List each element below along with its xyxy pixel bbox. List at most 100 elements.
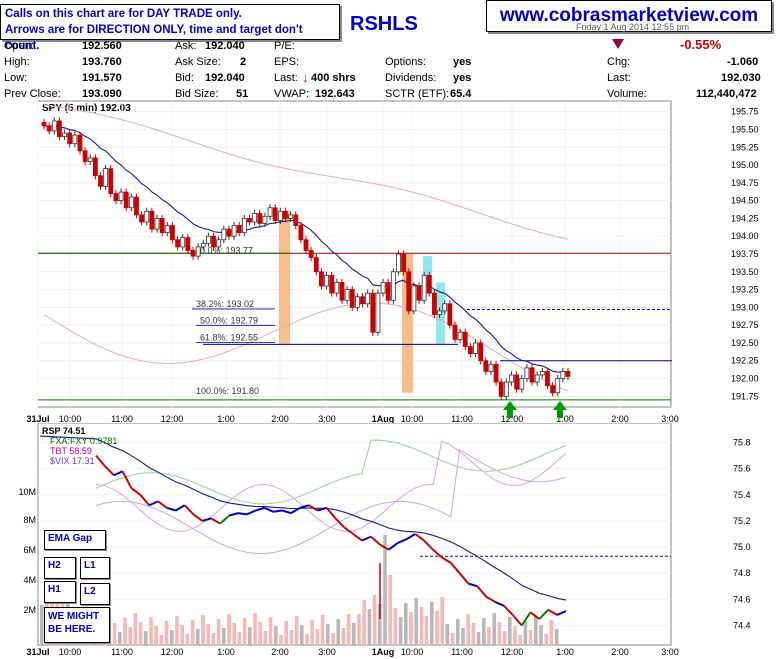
rsp-x-tick: 1Aug [372,647,395,657]
we-might-be-here-note: WE MIGHT BE HERE. [44,607,110,643]
orange-zone [402,254,413,393]
price-chart-title: SPY (5 min) 192.03 [42,103,131,114]
volume-bar [216,619,221,645]
volume-bar [331,633,335,645]
candle-body [257,213,263,224]
volume-bar [258,622,262,645]
candle-body [565,371,571,377]
volume-label: Volume: [607,88,647,100]
candle-body [416,285,422,301]
volume-bar [263,631,268,645]
day-trade-notice: Calls on this chart are for DAY TRADE on… [0,4,340,52]
volume-bar [211,633,216,645]
candle-body [67,132,73,145]
dividends-label: Dividends: [385,72,437,84]
rsp-x-tick: 10:00 [59,647,82,657]
rsp-price-segment [547,608,558,616]
percent-change: -0.55% [680,37,722,52]
ema-gap-label: EMA Gap [44,530,106,550]
volume-bar [414,598,418,645]
candle-body [452,324,458,340]
volume-tick: 10M [18,487,36,497]
volume-bar [320,615,325,645]
website-link[interactable]: www.cobrasmarketview.com [486,0,772,32]
volume-bar [123,618,127,645]
rsp-price-segment [379,543,390,551]
down-arrow-icon: ↓ [302,70,309,85]
volume-bar [388,575,392,645]
volume-bar [133,613,138,645]
candle-body [555,378,561,394]
candle-body [329,274,335,294]
candle-body [164,225,170,234]
volume-bar [164,621,169,645]
legend-tbt: TBT 58.59 [50,446,92,456]
volume-bar [274,626,278,645]
candle-body [298,225,304,241]
volume-value: 112,440,472 [696,88,757,100]
rsp-price-segment [449,562,461,574]
last2-label: Last: [607,72,631,84]
volume-bar [544,634,548,645]
candle-body [123,191,129,209]
candle-body [488,363,494,372]
volume-bar [279,635,283,645]
candle-body [437,310,442,315]
candle-body [134,196,139,216]
candle-body [108,168,114,194]
volume-bar [367,609,372,645]
candle-body [426,274,432,294]
price-y-tick: 192.00 [731,374,759,384]
candle-body [82,150,88,162]
volume-bar [445,624,450,645]
volume-bar [206,624,210,645]
rsp-price-segment [485,595,496,603]
candle-body [195,246,201,257]
volume-bar [149,617,153,645]
volume-bar [430,602,434,645]
candle-body [349,289,355,308]
fib-label: 0.0%: 193.77 [200,246,253,256]
price-x-tick: 12:00 [501,414,524,424]
rsp-x-tick: 1:00 [217,647,235,657]
price-y-tick: 193.75 [731,249,759,259]
candle-body [185,237,191,251]
rsp-x-tick: 2:00 [271,647,289,657]
volume-bar [138,622,143,645]
rsp-price-segment [432,548,443,559]
candle-body [319,271,324,287]
ask-size-value: 2 [240,56,247,68]
volume-bar [508,617,512,645]
rsp-chart: 75.8 75.6 75.4 75.2 75.0 74.8 74.6 74.4 10M 8M 6M… [18,423,751,657]
volume-bar [227,614,231,645]
pe-label: P/E: [274,40,295,52]
rsp-x-tick: 10:00 [401,647,424,657]
rsp-price-segment [405,533,416,541]
rsp-price-segment [183,504,195,516]
volume-bar [144,631,148,645]
volume-bar [476,632,481,645]
volume-tick: 4M [23,575,36,585]
rsp-price-segment [246,509,257,516]
rsp-price-segment [281,509,292,515]
rsp-y-tick: 75.4 [733,490,751,500]
candle-body [221,228,227,241]
candle-body [241,218,247,234]
candle-body [113,193,119,202]
price-x-tick: 11:00 [451,414,473,424]
volume-bar [326,624,330,645]
bid-size-label: Bid Size: [175,88,219,100]
volume-bar [461,628,465,645]
volume-bar [310,620,314,645]
candle-body [92,157,98,177]
l1-label: L1 [80,557,110,579]
candle-body [467,346,473,355]
legend-fxa: FXA:FXY 0.9781 [50,436,117,446]
rsp-price-segment [458,572,470,585]
candle-body [72,134,78,145]
volume-bar [232,623,236,645]
volume-bar [450,633,455,645]
volume-bar [482,618,486,645]
volume-bar [315,629,320,645]
candle-body [473,342,478,355]
